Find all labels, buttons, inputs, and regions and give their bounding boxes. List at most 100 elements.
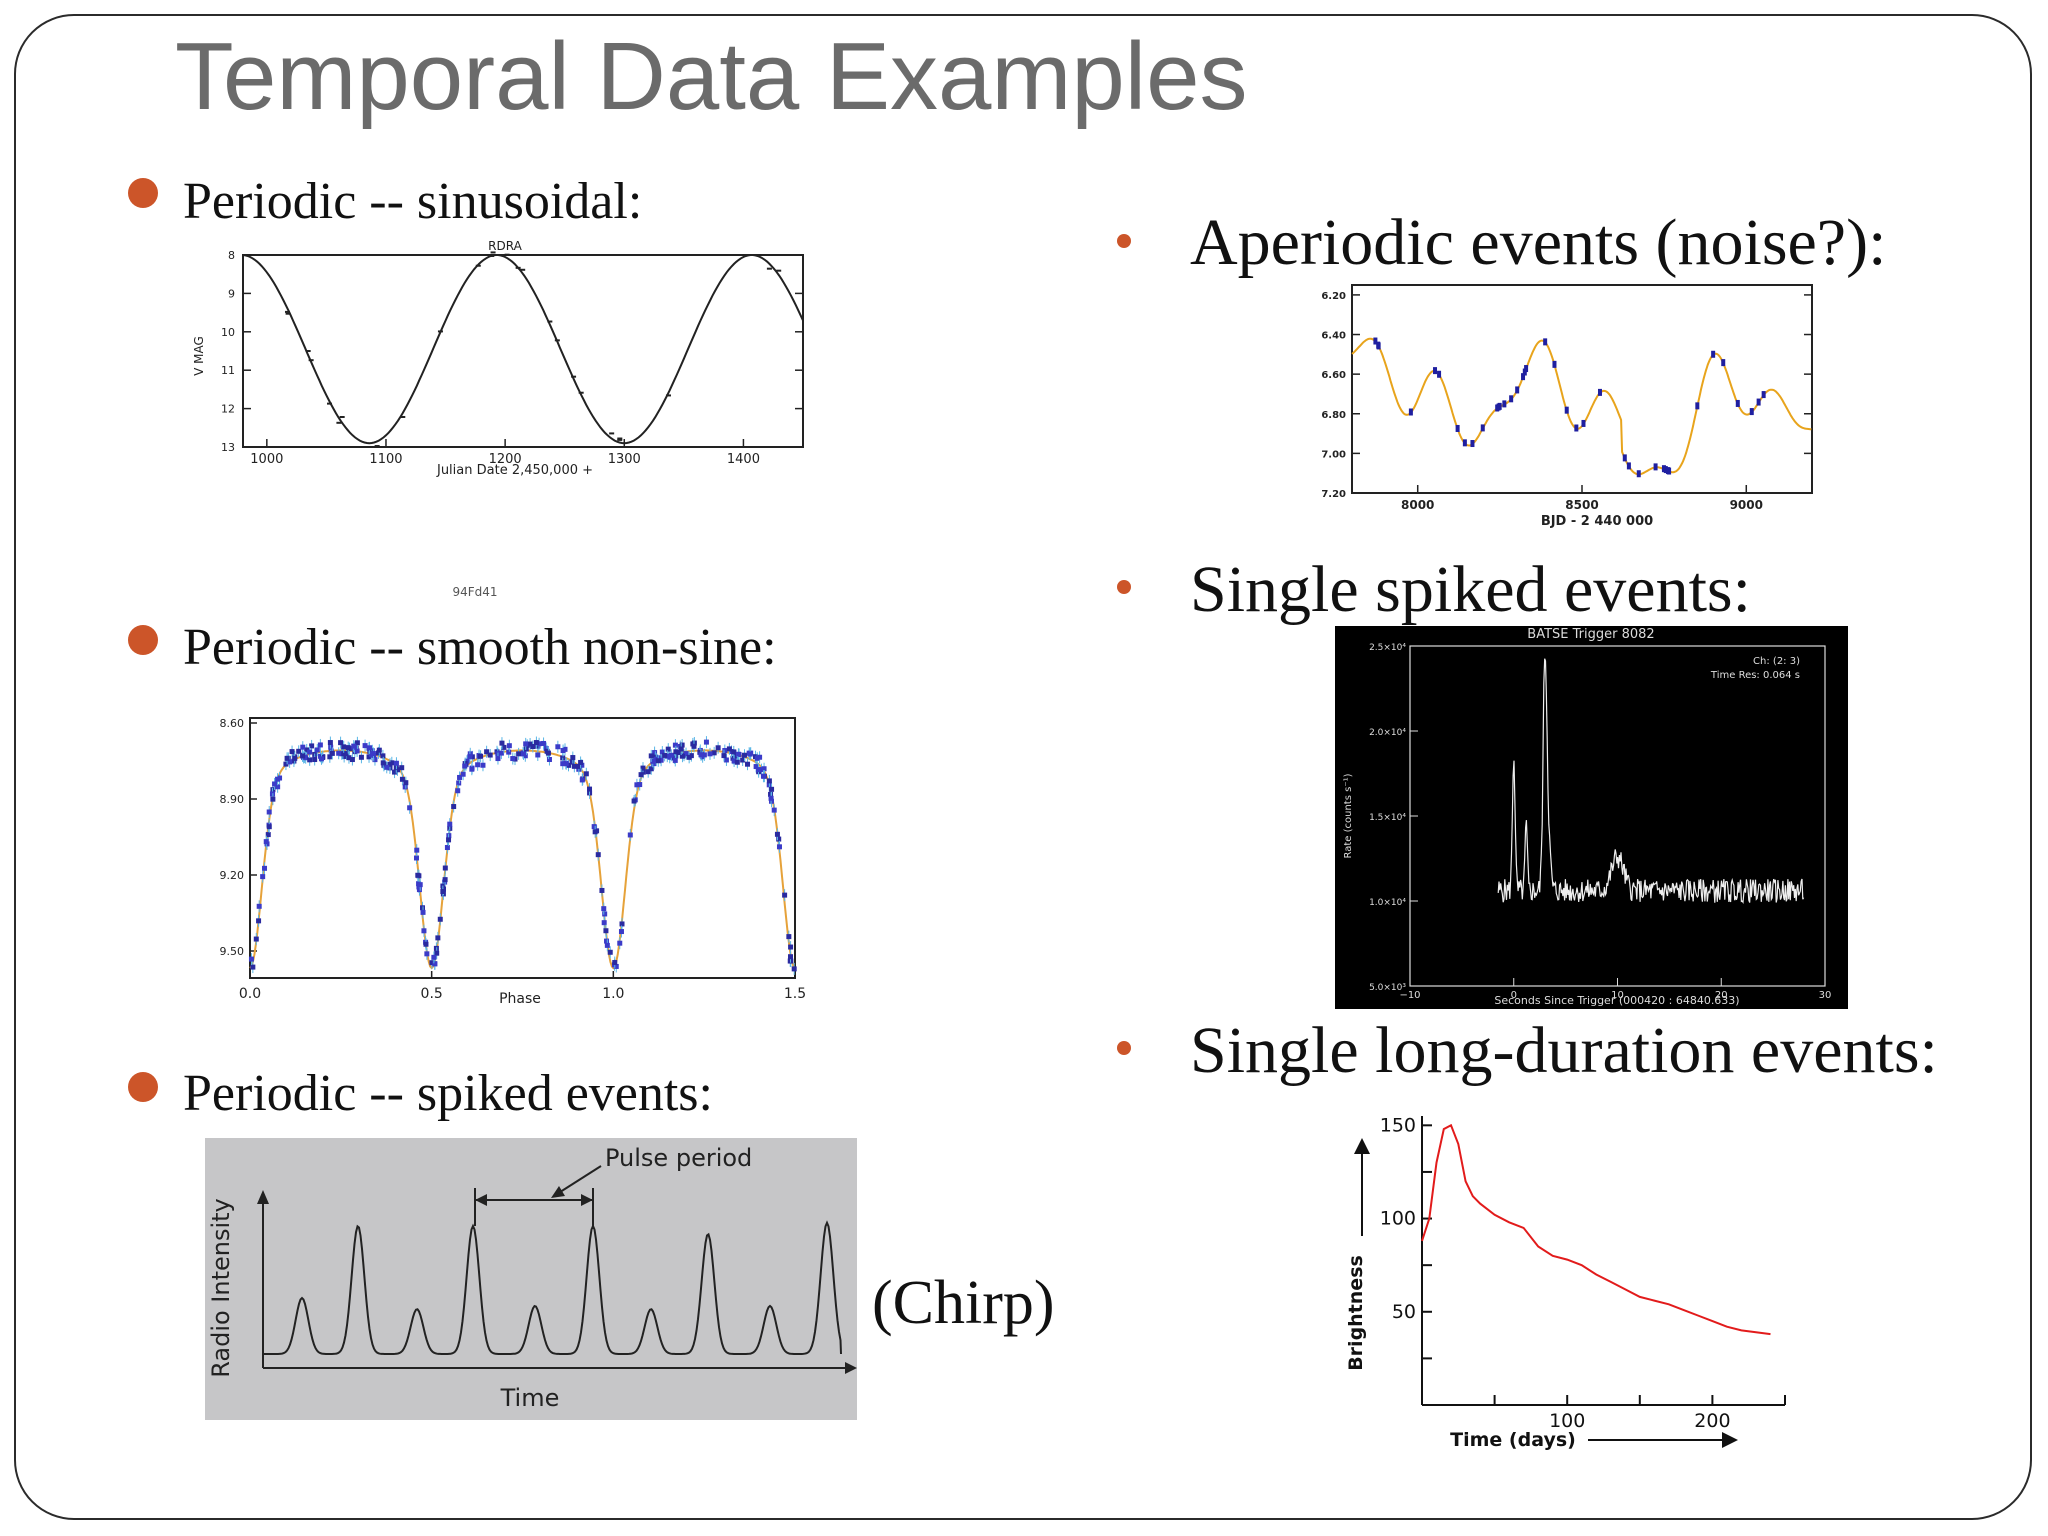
data-point bbox=[380, 760, 386, 766]
data-point bbox=[399, 765, 405, 771]
y-tick-label: 8.60 bbox=[220, 717, 245, 730]
x-tick-label: 0.0 bbox=[239, 986, 261, 1002]
bullet-dot-sinusoidal bbox=[128, 178, 158, 208]
data-point bbox=[1622, 454, 1627, 462]
data-point bbox=[506, 749, 512, 755]
data-point bbox=[776, 836, 782, 842]
data-point bbox=[265, 832, 271, 838]
data-point bbox=[341, 744, 347, 750]
data-point bbox=[420, 909, 426, 915]
data-point bbox=[327, 754, 333, 760]
data-point bbox=[275, 784, 281, 790]
data-point bbox=[256, 918, 262, 924]
data-point bbox=[475, 264, 481, 267]
data-point bbox=[480, 762, 486, 768]
data-point bbox=[429, 960, 435, 966]
data-point bbox=[380, 753, 386, 759]
bullet-aperiodic: Aperiodic events (noise?): bbox=[1190, 206, 1887, 279]
y-tick-label: 2.0×10⁴ bbox=[1369, 728, 1406, 738]
data-point bbox=[336, 750, 342, 756]
data-point bbox=[1756, 398, 1761, 406]
data-point bbox=[417, 882, 423, 888]
data-point bbox=[444, 845, 450, 851]
data-point bbox=[618, 929, 624, 935]
chart-smooth-non-sine: Phase 0.0 0.5 1.0 1.5 8.60 8.90 9.20 9.50 bbox=[220, 717, 806, 1007]
x-tick-label: 9000 bbox=[1730, 498, 1763, 512]
data-point bbox=[506, 743, 512, 749]
data-point bbox=[336, 421, 342, 424]
x-tick-label: 10 bbox=[1611, 990, 1624, 1001]
chart-sinusoidal: RDRA V MAG Julian Date 2,450,000 + 94Fd4… bbox=[192, 239, 804, 599]
y-axis-label: Rate (counts s⁻¹) bbox=[1343, 773, 1354, 858]
data-point bbox=[578, 391, 584, 394]
data-point bbox=[413, 855, 419, 861]
x-tick-label: 1000 bbox=[250, 452, 283, 467]
x-tick-label: 1.5 bbox=[784, 986, 806, 1002]
x-axis-label: Time (days) bbox=[1450, 1429, 1576, 1451]
data-point bbox=[662, 752, 668, 758]
data-point bbox=[1521, 373, 1526, 381]
data-point bbox=[1433, 367, 1438, 375]
data-point bbox=[501, 744, 507, 750]
series-line bbox=[1421, 1123, 1771, 1336]
data-point bbox=[366, 754, 372, 760]
data-point bbox=[579, 762, 585, 768]
data-point bbox=[317, 742, 323, 748]
data-point bbox=[300, 744, 306, 750]
data-point bbox=[416, 887, 422, 893]
data-point bbox=[637, 782, 643, 788]
data-point bbox=[760, 773, 766, 779]
data-point bbox=[530, 744, 536, 750]
data-point bbox=[757, 754, 763, 760]
data-point bbox=[740, 757, 746, 763]
data-point bbox=[460, 771, 466, 777]
y-tick-label: 50 bbox=[1392, 1301, 1416, 1323]
data-point bbox=[543, 745, 549, 751]
data-point bbox=[345, 745, 351, 751]
data-point bbox=[484, 749, 490, 755]
x-tick-label: 200 bbox=[1694, 1410, 1730, 1432]
x-tick-label: 30 bbox=[1819, 990, 1832, 1001]
data-point bbox=[339, 751, 345, 757]
data-point bbox=[745, 761, 751, 767]
data-point bbox=[686, 754, 692, 760]
data-point bbox=[579, 777, 585, 783]
y-tick-label: 10 bbox=[221, 326, 235, 339]
data-point bbox=[1495, 404, 1500, 412]
data-point bbox=[1480, 424, 1485, 432]
data-point bbox=[437, 330, 443, 333]
y-tick-label: 5.0×10³ bbox=[1369, 983, 1406, 993]
data-point bbox=[462, 763, 468, 769]
x-tick-label: −10 bbox=[1399, 990, 1420, 1001]
data-point bbox=[434, 950, 440, 956]
series-line bbox=[242, 254, 804, 445]
data-point bbox=[1653, 463, 1658, 471]
channel-annotation: Ch: (2: 3) bbox=[1753, 656, 1800, 667]
data-point bbox=[284, 310, 290, 313]
data-point bbox=[447, 821, 453, 827]
data-point bbox=[329, 750, 335, 756]
plot-frame bbox=[249, 717, 796, 979]
y-tick-label: 8 bbox=[228, 249, 235, 262]
data-point bbox=[250, 964, 256, 970]
data-point bbox=[346, 755, 352, 761]
data-point bbox=[769, 786, 775, 792]
data-point bbox=[1462, 439, 1467, 447]
data-point bbox=[722, 748, 728, 754]
data-point bbox=[256, 903, 262, 909]
data-point bbox=[679, 753, 685, 759]
data-point bbox=[307, 757, 313, 763]
data-point bbox=[515, 266, 521, 269]
data-point bbox=[367, 745, 373, 751]
data-point bbox=[602, 911, 608, 917]
data-point bbox=[487, 752, 493, 758]
data-point bbox=[372, 757, 378, 763]
y-tick-label: 6.80 bbox=[1321, 410, 1346, 421]
y-tick-label: 7.00 bbox=[1321, 449, 1346, 460]
data-point bbox=[455, 788, 461, 794]
data-point bbox=[730, 755, 736, 761]
data-point bbox=[248, 956, 254, 962]
data-point bbox=[761, 766, 767, 772]
data-point bbox=[520, 751, 526, 757]
data-point bbox=[510, 756, 516, 762]
